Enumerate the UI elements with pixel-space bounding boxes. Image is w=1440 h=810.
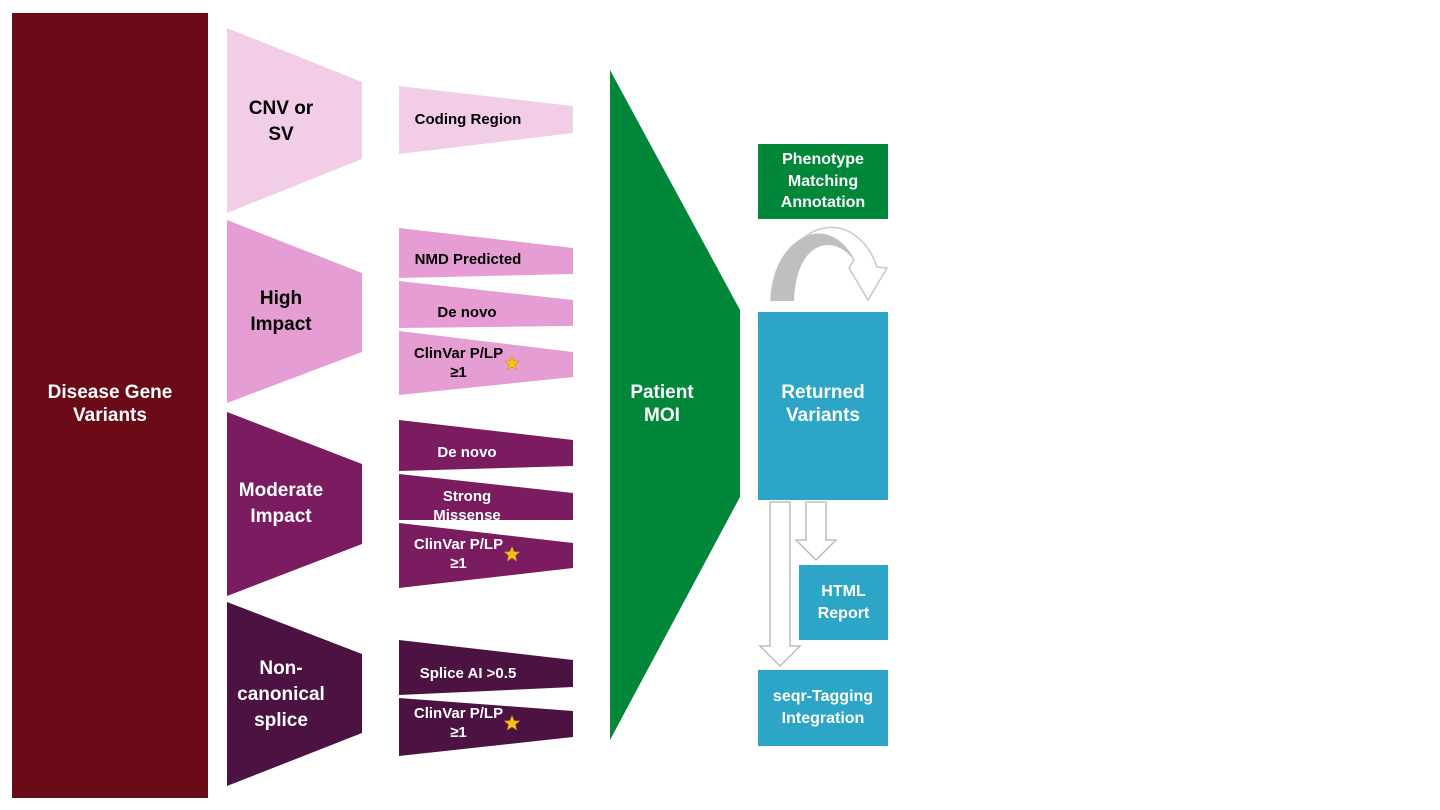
star-icon xyxy=(504,715,521,731)
filter-high-denovo-shape xyxy=(399,281,573,328)
star-icon xyxy=(504,546,521,562)
filter-mod-denovo-label: De novo xyxy=(437,444,497,462)
returned-variants-label: Returned Variants xyxy=(781,382,865,426)
category-cnv-shape xyxy=(227,28,362,213)
filter-splice-clinvar-shape xyxy=(399,698,573,756)
root-box xyxy=(12,13,208,798)
filter-spliceai-shape xyxy=(399,640,573,695)
html-report-box xyxy=(799,565,888,640)
patient-moi-shape xyxy=(610,70,740,740)
filter-spliceai-label: Splice AI >0.5 xyxy=(419,665,517,683)
filter-splice-clinvar-label: ClinVar P/LP ≥1 xyxy=(413,704,504,742)
filter-high-clinvar-shape xyxy=(399,331,573,395)
category-high-label: High Impact xyxy=(250,287,312,335)
filter-high-clinvar-label: ClinVar P/LP ≥1 xyxy=(413,344,504,382)
root-label: Disease Gene Variants xyxy=(47,382,173,426)
category-high-shape xyxy=(227,220,362,403)
filter-high-denovo-label: De novo xyxy=(437,304,497,322)
filter-coding-region-label: Coding Region xyxy=(414,111,522,129)
category-splice-shape xyxy=(227,602,362,786)
filter-mod-denovo-shape xyxy=(399,420,573,471)
seqr-tagging-label: seqr-Tagging Integration xyxy=(772,688,874,727)
star-icon xyxy=(504,355,521,371)
filter-mod-clinvar-label: ClinVar P/LP ≥1 xyxy=(413,535,504,573)
filter-nmd-label: NMD Predicted xyxy=(414,251,522,269)
filter-coding-region-shape xyxy=(399,86,573,154)
returned-variants-box xyxy=(758,312,888,500)
filter-mod-clinvar-wrap: ClinVar P/LP ≥1 xyxy=(399,533,535,575)
filter-mod-missense-shape xyxy=(399,474,573,520)
filter-mod-missense-label: Strong Missense xyxy=(433,487,501,525)
phenotype-label: Phenotype Matching Annotation xyxy=(780,151,866,212)
category-splice-label: Non- canonical splice xyxy=(237,657,325,731)
phenotype-curved-arrow-shadow xyxy=(771,234,854,301)
filter-nmd-shape xyxy=(399,228,573,278)
category-cnv-label: CNV or SV xyxy=(248,97,314,145)
html-report-down-arrow xyxy=(794,501,838,562)
category-moderate-label: Moderate Impact xyxy=(238,479,324,527)
html-report-label: HTML Report xyxy=(817,582,870,622)
category-moderate-shape xyxy=(227,412,362,596)
filter-mod-clinvar-shape xyxy=(399,523,573,588)
phenotype-box xyxy=(758,144,888,219)
seqr-tagging-box xyxy=(758,670,888,746)
filter-splice-clinvar-wrap: ClinVar P/LP ≥1 xyxy=(399,702,535,744)
filter-high-clinvar-wrap: ClinVar P/LP ≥1 xyxy=(399,342,535,384)
patient-moi-label: Patient MOI xyxy=(630,382,694,426)
seqr-down-arrow xyxy=(758,501,802,668)
